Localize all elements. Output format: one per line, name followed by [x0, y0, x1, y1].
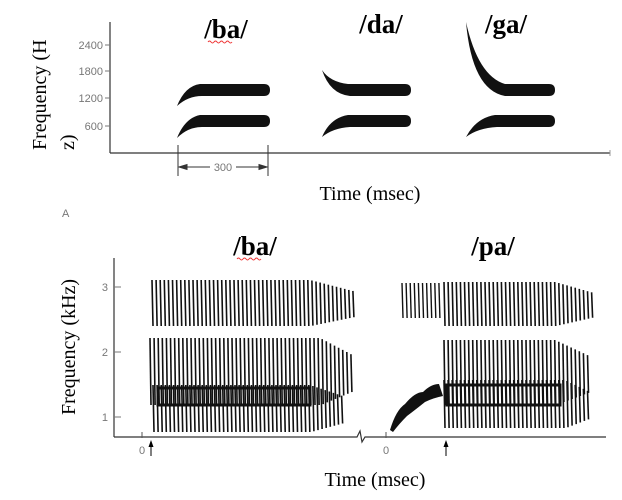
- bottom-x-label: Time (msec): [325, 469, 426, 491]
- pa-f3-band: [443, 281, 594, 327]
- top-y-label-line2: z): [57, 134, 79, 150]
- ba-f3-band: [151, 279, 355, 327]
- voicing-onset-arrow-pa: [443, 440, 449, 456]
- bottom-y-ticks: 3 2 1: [102, 282, 121, 424]
- voicing-onset-arrow-ba: [148, 440, 154, 456]
- top-y-tick-label: 600: [85, 121, 103, 133]
- top-title-ba: /ba/: [203, 14, 248, 44]
- ba-f1: [177, 115, 270, 138]
- bottom-y-tick-label: 3: [102, 282, 108, 294]
- bottom-y-tick-label: 1: [102, 412, 108, 424]
- bottom-x-zero-pa: 0: [383, 445, 389, 457]
- top-y-ticks: 2400 1800 1200 600: [79, 40, 110, 133]
- bottom-x-zero-ba: 0: [139, 445, 145, 457]
- da-f2: [322, 70, 411, 96]
- bottom-y-tick-label: 2: [102, 347, 108, 359]
- duration-label: 300: [214, 162, 232, 174]
- spellcheck-underline: [207, 40, 233, 44]
- da-f1: [322, 115, 411, 137]
- bottom-x-axis-broken: [114, 429, 606, 444]
- panel-letter: A: [62, 208, 70, 220]
- pa-aspiration-f3: [401, 282, 441, 319]
- pa-f1-core: [445, 383, 562, 407]
- bottom-panel: 3 2 1 Frequency (kHz) /ba/ /pa/ 0 0 Time…: [58, 231, 606, 491]
- top-y-tick-label: 1200: [79, 93, 103, 105]
- top-y-tick-label: 2400: [79, 40, 103, 52]
- formant-patterns: [177, 22, 555, 138]
- bottom-title-pa: /pa/: [470, 231, 515, 261]
- top-y-tick-label: 1800: [79, 66, 103, 78]
- top-y-label-line1: Frequency (H: [29, 39, 51, 150]
- ga-f2: [466, 22, 555, 96]
- ba-f1-band: [152, 384, 344, 433]
- top-title-ga: /ga/: [484, 9, 528, 39]
- top-title-da: /da/: [358, 9, 403, 39]
- bottom-title-ba: /ba/: [232, 231, 277, 261]
- spellcheck-underline: [236, 257, 262, 261]
- bottom-y-label: Frequency (kHz): [58, 279, 80, 415]
- top-x-label: Time (msec): [320, 183, 421, 205]
- spectrogram: [149, 279, 594, 433]
- ba-f2: [177, 84, 270, 106]
- top-panel: 2400 1800 1200 600 Frequency (H z) /ba/ …: [29, 9, 611, 220]
- duration-bracket: [177, 145, 269, 176]
- pa-aspiration-noise: [390, 384, 443, 432]
- ga-f1: [466, 115, 555, 137]
- ba-f1-core: [156, 386, 312, 407]
